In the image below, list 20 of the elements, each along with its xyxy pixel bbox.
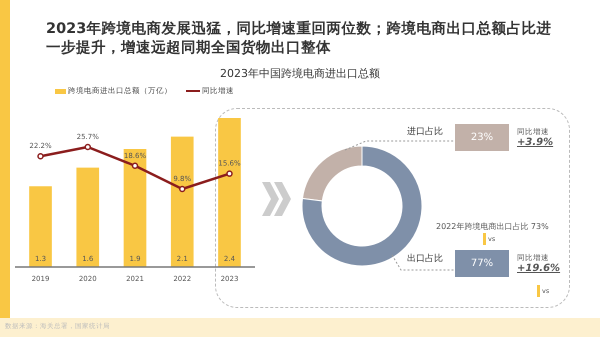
text: 2023年中国跨境电商进出口总额 [219,66,381,81]
point [132,162,138,169]
bar [124,149,146,267]
text: +19.6% [517,263,560,274]
text: +3.9% [517,137,554,148]
point [178,186,186,192]
bar [218,118,241,267]
slice-label: 进口占比 [407,126,443,138]
text: 77% [455,250,509,277]
bar [170,136,194,267]
text: 2023年跨境电商发展迅猛，同比增速重回两位数；跨境电商出口总额占比进一步提升，增速远超同期全国货物出口整体 [46,20,552,58]
point [84,144,92,150]
bar [29,186,52,267]
slice-label: 出口占比 [407,252,443,265]
bar [76,168,100,267]
point [226,170,233,177]
text: 2022年跨境电商出口占比 73% [436,221,549,232]
text: 23% [455,124,509,151]
donut-slice [302,146,422,266]
point [37,153,44,160]
